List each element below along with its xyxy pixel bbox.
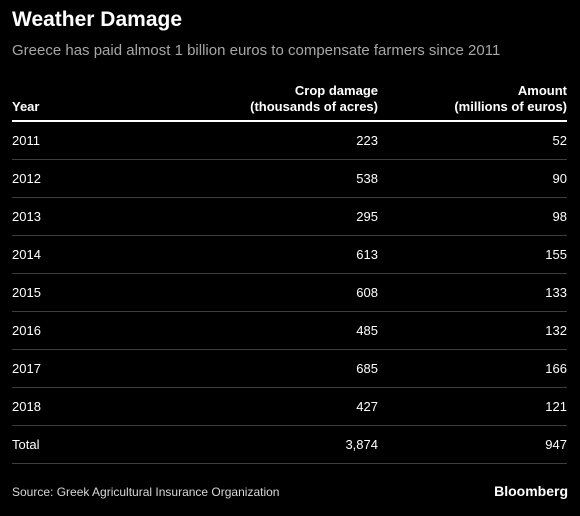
cell-crop-damage: 295	[132, 197, 378, 236]
cell-year: Total	[12, 425, 132, 464]
cell-crop-damage: 485	[132, 311, 378, 350]
chart-subtitle: Greece has paid almost 1 billion euros t…	[12, 42, 501, 59]
cell-crop-damage: 427	[132, 387, 378, 426]
cell-amount: 133	[378, 273, 567, 312]
cell-year: 2013	[12, 197, 132, 236]
chart-title: Weather Damage	[12, 8, 183, 31]
cell-year: 2012	[12, 159, 132, 198]
table-row: 2012 538 90	[12, 159, 567, 198]
header-row: Year Crop damage (thousands of acres) Amo…	[12, 78, 567, 122]
cell-year: 2016	[12, 311, 132, 350]
cell-crop-damage: 3,874	[132, 425, 378, 464]
header-year: Year	[12, 78, 132, 122]
table-row: 2018 427 121	[12, 387, 567, 426]
cell-crop-damage: 223	[132, 121, 378, 160]
cell-amount: 121	[378, 387, 567, 426]
cell-amount: 166	[378, 349, 567, 388]
table-row: 2013 295 98	[12, 197, 567, 236]
cell-amount: 947	[378, 425, 567, 464]
cell-year: 2015	[12, 273, 132, 312]
table-row: 2016 485 132	[12, 311, 567, 350]
header-amount: Amount (millions of euros)	[378, 78, 567, 122]
total-row: Total 3,874 947	[12, 425, 567, 464]
cell-amount: 90	[378, 159, 567, 198]
cell-amount: 52	[378, 121, 567, 160]
table-body: 2011 223 52 2012 538 90 2013 295 98 2014 613 155 201…	[12, 121, 567, 464]
cell-crop-damage: 685	[132, 349, 378, 388]
cell-year: 2011	[12, 121, 132, 160]
cell-crop-damage: 538	[132, 159, 378, 198]
header-crop-damage: Crop damage (thousands of acres)	[132, 78, 378, 122]
data-table: Year Crop damage (thousands of acres) Amo…	[12, 78, 567, 464]
table-row: 2015 608 133	[12, 273, 567, 312]
cell-year: 2017	[12, 349, 132, 388]
table-row: 2017 685 166	[12, 349, 567, 388]
cell-crop-damage: 613	[132, 235, 378, 274]
cell-year: 2018	[12, 387, 132, 426]
table-row: 2014 613 155	[12, 235, 567, 274]
cell-crop-damage: 608	[132, 273, 378, 312]
table-row: 2011 223 52	[12, 121, 567, 160]
cell-year: 2014	[12, 235, 132, 274]
cell-amount: 155	[378, 235, 567, 274]
cell-amount: 98	[378, 197, 567, 236]
source-note: Source: Greek Agricultural Insurance Org…	[12, 485, 280, 499]
bloomberg-logo: Bloomberg	[494, 483, 568, 499]
cell-amount: 132	[378, 311, 567, 350]
